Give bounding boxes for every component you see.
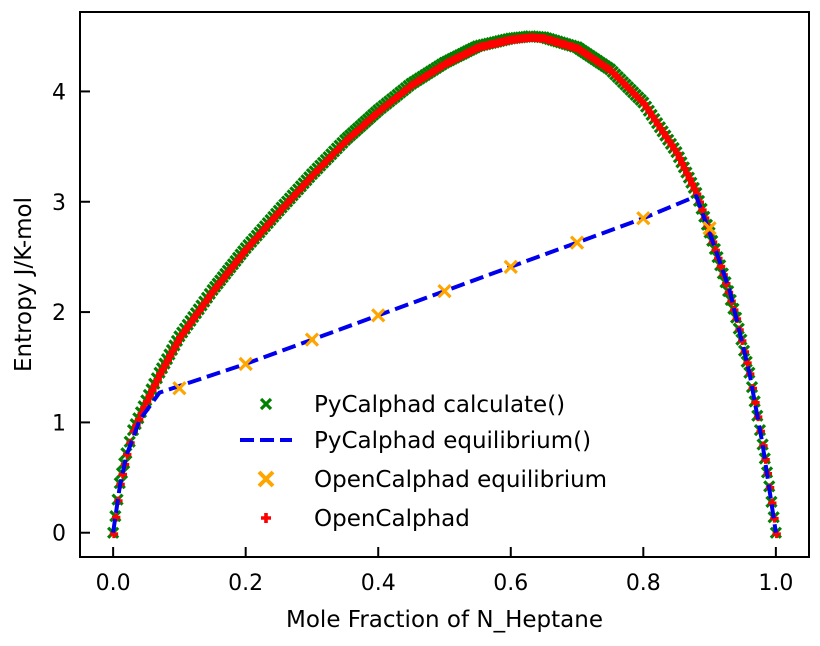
y-tick-label: 4 [52, 80, 66, 105]
series-pycalphad-equilibrium [111, 194, 778, 533]
data-point [371, 308, 386, 323]
x-tick-label: 0.6 [493, 571, 528, 596]
data-point [751, 398, 760, 407]
plot-area [107, 30, 782, 539]
data-point [304, 332, 320, 347]
axis-ticks: 0.0 0.2 0.4 0.6 0.8 1.0 0 1 2 3 4 [52, 80, 793, 596]
data-point [680, 164, 689, 173]
x-tick-label: 0.2 [228, 571, 263, 596]
data-point [168, 347, 177, 356]
data-point [150, 380, 160, 390]
x-tick-label: 0.4 [361, 571, 396, 596]
legend: PyCalphad calculate() PyCalphad equilibri… [240, 392, 607, 532]
data-point [148, 386, 157, 395]
series-pycalphad-calculate [107, 30, 782, 539]
x-tick-label: 0.0 [96, 571, 131, 596]
legend-swatch [261, 513, 271, 523]
data-point [687, 179, 697, 189]
y-tick-label: 2 [52, 301, 66, 326]
legend-swatch [259, 397, 273, 411]
data-point [675, 154, 684, 163]
data-point [685, 174, 694, 184]
data-point [682, 169, 692, 178]
data-point [702, 221, 717, 236]
data-point [153, 375, 162, 384]
x-axis-label: Mole Fraction of N_Heptane [286, 607, 603, 633]
data-point [134, 415, 144, 424]
data-point [636, 211, 651, 226]
data-point [156, 369, 165, 379]
y-tick-label: 1 [52, 411, 66, 436]
data-point [673, 149, 682, 158]
plot-frame [79, 11, 810, 558]
data-point [163, 356, 172, 365]
legend-label: PyCalphad calculate() [314, 392, 565, 418]
legend-label: OpenCalphad equilibrium [314, 467, 607, 493]
data-point [142, 397, 152, 406]
data-point [171, 342, 180, 351]
data-point [690, 184, 699, 194]
x-tick-label: 1.0 [758, 571, 793, 596]
series-opencalphad [109, 33, 781, 539]
data-point [173, 337, 182, 347]
x-tick-label: 0.8 [626, 571, 661, 596]
data-point [238, 356, 253, 372]
data-point [569, 235, 585, 250]
y-tick-label: 3 [52, 191, 66, 216]
data-point [161, 360, 170, 370]
data-point [503, 259, 518, 274]
data-point [166, 351, 175, 360]
legend-swatch [257, 470, 275, 488]
data-point [145, 391, 154, 401]
data-point [437, 283, 452, 299]
data-point [698, 205, 707, 215]
data-line [111, 194, 778, 533]
legend-label: PyCalphad equilibrium() [314, 428, 591, 454]
y-tick-label: 0 [52, 522, 66, 547]
y-axis-label: Entropy J/K-mol [11, 197, 37, 372]
legend-label: OpenCalphad [314, 506, 470, 532]
data-point [678, 159, 687, 168]
series-opencalphad-equilibrium [172, 211, 717, 396]
data-point [172, 381, 187, 396]
data-point [158, 365, 168, 374]
